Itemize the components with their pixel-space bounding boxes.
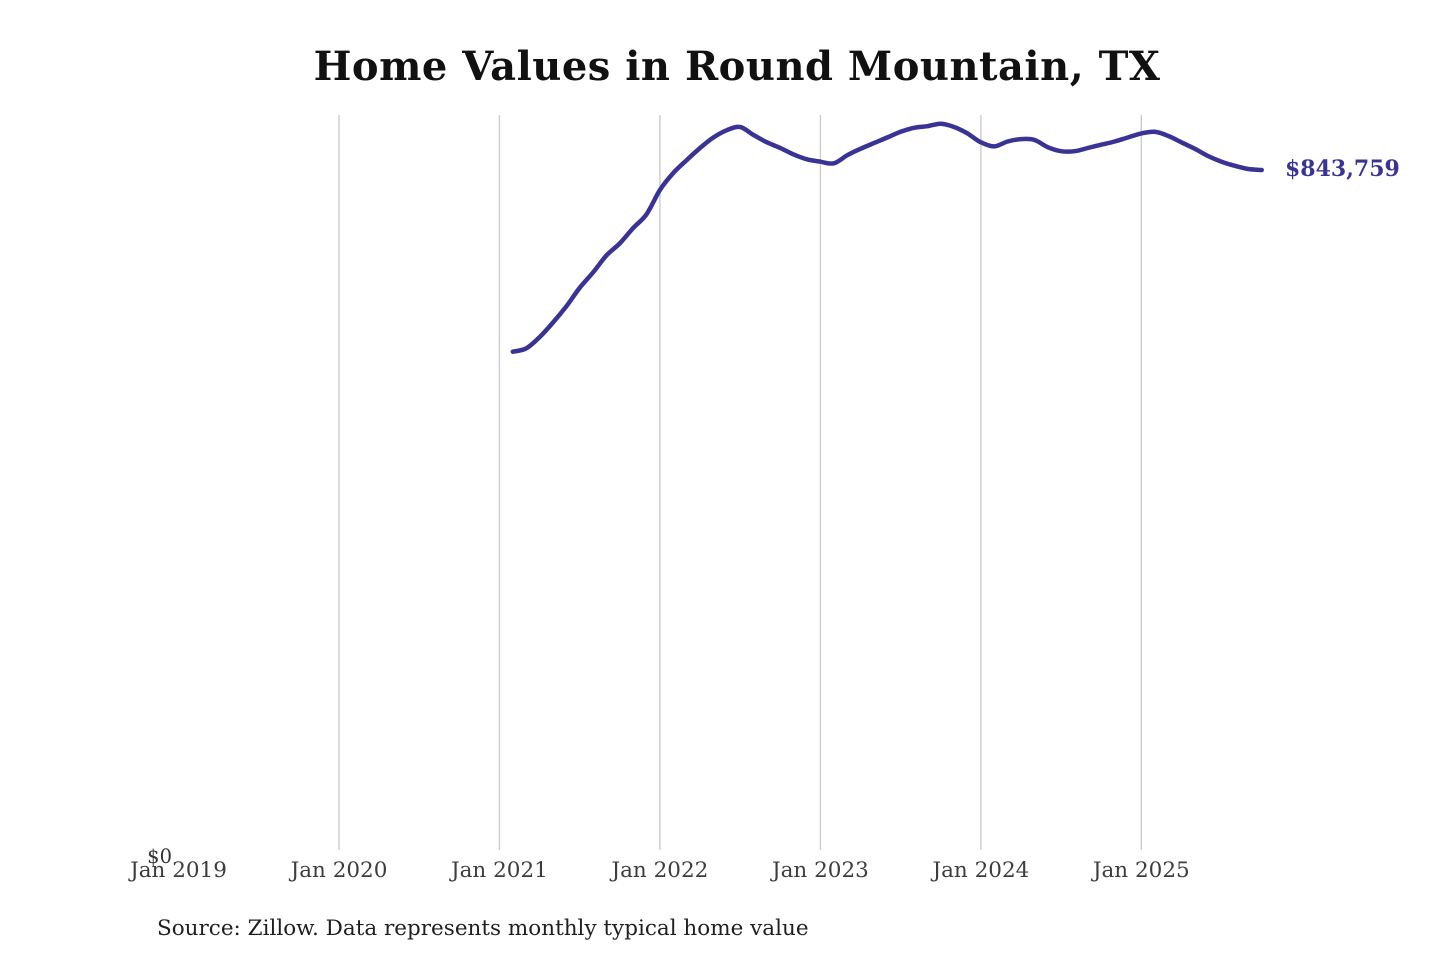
x-tick-label: Jan 2020 [290,858,388,883]
x-tick-label: Jan 2022 [611,858,709,883]
x-tick-label: Jan 2024 [932,858,1030,883]
latest-value-label: $843,759 [1285,156,1400,182]
x-tick-label: Jan 2023 [771,858,869,883]
chart-title: Home Values in Round Mountain, TX [313,43,1161,90]
x-tick-label: Jan 2019 [130,858,227,883]
source-note: Source: Zillow. Data represents monthly … [157,916,809,941]
home-value-line [510,121,1264,354]
y-axis-zero-label: $0 [147,845,172,868]
x-tick-label: Jan 2021 [450,858,548,883]
x-tick-label: Jan 2025 [1092,858,1190,883]
